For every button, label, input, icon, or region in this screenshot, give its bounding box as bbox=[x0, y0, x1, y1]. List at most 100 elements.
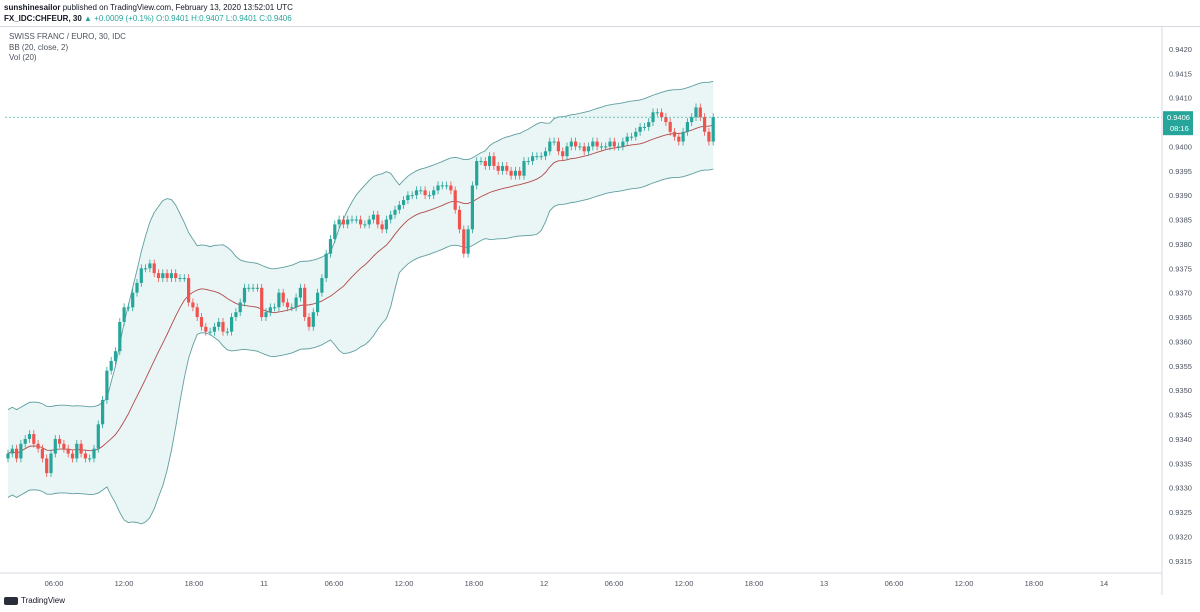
candle-body bbox=[354, 219, 358, 221]
candle-body bbox=[79, 443, 83, 454]
candle-body bbox=[333, 224, 337, 240]
symbol-header: FX_IDC:CHFEUR, 30 ▲ +0.0009 (+0.1%) O:0.… bbox=[4, 13, 292, 24]
y-tick-label: 0.9315 bbox=[1169, 557, 1192, 566]
candle-body bbox=[371, 214, 376, 220]
candle-body bbox=[703, 117, 707, 132]
candle-body bbox=[526, 161, 530, 163]
legend-bb[interactable]: BB (20, close, 2) bbox=[9, 42, 69, 52]
author-name[interactable]: sunshinesailor bbox=[4, 3, 61, 12]
candle-body bbox=[187, 278, 191, 303]
candle-body bbox=[363, 224, 367, 226]
candle-body bbox=[483, 161, 487, 166]
candle-body bbox=[694, 107, 698, 118]
y-tick-label: 0.9390 bbox=[1169, 191, 1192, 200]
candle-body bbox=[23, 438, 27, 444]
candle-body bbox=[556, 141, 560, 152]
candle-body bbox=[384, 219, 388, 230]
candle-body bbox=[165, 273, 169, 279]
candle-body bbox=[217, 321, 221, 327]
candle-body bbox=[500, 165, 505, 171]
current-price-label: 0.9406 bbox=[1167, 113, 1190, 122]
candle-body bbox=[488, 156, 492, 166]
candle-body bbox=[6, 453, 10, 459]
y-tick-label: 0.9375 bbox=[1169, 264, 1192, 273]
candle-body bbox=[586, 146, 591, 152]
candle-body bbox=[75, 443, 79, 459]
candle-body bbox=[113, 351, 118, 361]
candle-body bbox=[126, 307, 130, 309]
header-divider bbox=[0, 26, 1200, 27]
candle-body bbox=[101, 399, 105, 425]
candle-body bbox=[212, 326, 216, 332]
candle-body bbox=[281, 292, 285, 303]
candle-body bbox=[625, 136, 629, 142]
candle-body bbox=[83, 453, 87, 459]
candle-body bbox=[156, 273, 161, 279]
candle-body bbox=[122, 307, 126, 322]
x-tick-label: 11 bbox=[260, 579, 268, 588]
candle-body bbox=[40, 448, 44, 459]
candle-body bbox=[337, 219, 341, 225]
candle-body bbox=[182, 278, 186, 280]
candle-body bbox=[548, 141, 552, 152]
candle-body bbox=[118, 321, 122, 352]
candle-body bbox=[638, 126, 642, 132]
candle-body bbox=[698, 107, 702, 118]
candle-body bbox=[462, 229, 466, 254]
y-tick-label: 0.9330 bbox=[1169, 484, 1192, 493]
candle-body bbox=[406, 195, 410, 201]
candle-body bbox=[672, 131, 677, 137]
footer-brand: TradingView bbox=[4, 596, 65, 605]
legend-vol[interactable]: Vol (20) bbox=[9, 53, 37, 62]
candle-body bbox=[595, 141, 599, 147]
chart-legend: SWISS FRANC / EURO, 30, IDC BB (20, clos… bbox=[9, 32, 126, 64]
candle-body bbox=[711, 117, 715, 142]
candle-body bbox=[479, 161, 483, 163]
candle-body bbox=[505, 165, 509, 171]
candle-body bbox=[273, 307, 277, 309]
x-tick-label: 18:00 bbox=[185, 579, 204, 588]
candle-body bbox=[350, 219, 354, 221]
candle-body bbox=[677, 136, 681, 142]
y-tick-label: 0.9395 bbox=[1169, 167, 1192, 176]
y-tick-label: 0.9410 bbox=[1169, 94, 1192, 103]
price-chart[interactable]: 0.94200.94150.94100.94050.94000.93950.93… bbox=[0, 27, 1200, 595]
candle-body bbox=[225, 331, 229, 333]
x-tick-label: 06:00 bbox=[605, 579, 624, 588]
candle-body bbox=[655, 112, 659, 114]
candle-body bbox=[96, 424, 100, 449]
candle-body bbox=[264, 312, 268, 318]
candle-body bbox=[174, 273, 178, 279]
candle-body bbox=[621, 141, 625, 147]
candle-body bbox=[660, 112, 664, 118]
legend-title: SWISS FRANC / EURO, 30, IDC bbox=[9, 32, 126, 41]
candle-body bbox=[410, 195, 414, 197]
y-tick-label: 0.9340 bbox=[1169, 435, 1192, 444]
candle-body bbox=[320, 278, 324, 293]
candle-body bbox=[260, 287, 264, 318]
x-tick-label: 13 bbox=[820, 579, 828, 588]
candle-body bbox=[608, 141, 612, 147]
candle-body bbox=[294, 297, 298, 308]
brand-name: TradingView bbox=[21, 596, 66, 605]
candle-body bbox=[569, 141, 573, 147]
candle-body bbox=[36, 443, 40, 449]
candle-body bbox=[204, 326, 208, 332]
candle-body bbox=[70, 453, 75, 459]
x-tick-label: 12:00 bbox=[395, 579, 414, 588]
candle-body bbox=[367, 219, 371, 225]
candle-body bbox=[578, 146, 582, 148]
price-change: +0.0009 (+0.1%) bbox=[94, 14, 154, 23]
candle-body bbox=[316, 292, 320, 313]
candle-body bbox=[518, 170, 522, 176]
candle-body bbox=[432, 190, 436, 196]
bb-lower-line bbox=[7, 168, 714, 525]
candle-body bbox=[92, 448, 96, 459]
y-tick-label: 0.9385 bbox=[1169, 216, 1192, 225]
candle-body bbox=[62, 443, 66, 449]
x-tick-label: 18:00 bbox=[745, 579, 764, 588]
candle-body bbox=[152, 263, 156, 274]
candle-body bbox=[19, 443, 23, 459]
candle-body bbox=[591, 141, 595, 147]
candle-body bbox=[195, 307, 199, 318]
